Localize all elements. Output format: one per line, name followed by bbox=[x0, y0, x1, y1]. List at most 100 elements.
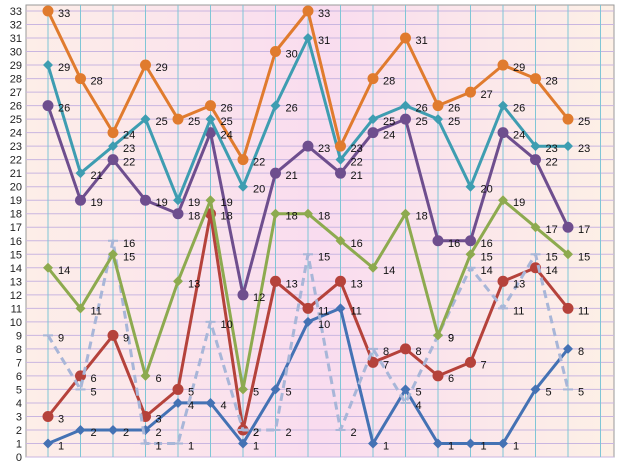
y-tick-label: 9 bbox=[16, 330, 22, 342]
data-point bbox=[530, 141, 541, 152]
data-label: 1 bbox=[513, 440, 519, 452]
data-label: 5 bbox=[286, 386, 292, 398]
data-point bbox=[42, 410, 54, 422]
data-label: 26 bbox=[58, 103, 70, 115]
data-label: 9 bbox=[58, 332, 64, 344]
data-label: 33 bbox=[318, 8, 330, 20]
data-label: 24 bbox=[383, 130, 395, 142]
data-point bbox=[432, 235, 444, 247]
data-label: 17 bbox=[578, 224, 590, 236]
data-label: 5 bbox=[253, 386, 259, 398]
y-tick-label: 20 bbox=[10, 182, 22, 194]
data-label: 16 bbox=[481, 238, 493, 250]
data-point bbox=[238, 384, 248, 395]
data-label: 19 bbox=[91, 197, 103, 209]
y-tick-label: 3 bbox=[16, 411, 22, 423]
data-point bbox=[173, 195, 183, 206]
data-label: 25 bbox=[188, 116, 200, 128]
data-point bbox=[237, 154, 249, 166]
data-point bbox=[465, 356, 476, 368]
data-point bbox=[563, 249, 573, 260]
data-label: 17 bbox=[546, 224, 558, 236]
data-point bbox=[205, 195, 216, 206]
data-label: 13 bbox=[351, 278, 363, 290]
data-label: 30 bbox=[286, 49, 298, 61]
data-label: 26 bbox=[513, 103, 525, 115]
data-point bbox=[237, 289, 249, 301]
y-tick-label: 30 bbox=[10, 47, 22, 59]
data-label: 8 bbox=[578, 346, 584, 358]
y-tick-label: 22 bbox=[10, 155, 22, 167]
data-label: 22 bbox=[351, 157, 363, 169]
y-axis-ticks: 0123456789101112131415161718192021222324… bbox=[10, 6, 22, 464]
data-label: 21 bbox=[286, 170, 298, 182]
data-point bbox=[368, 262, 378, 273]
data-label: 5 bbox=[546, 386, 552, 398]
data-label: 2 bbox=[253, 427, 259, 439]
data-label: 3 bbox=[58, 413, 64, 425]
y-tick-label: 32 bbox=[10, 20, 22, 32]
data-point bbox=[238, 438, 248, 449]
data-point bbox=[270, 46, 281, 58]
series-3 bbox=[42, 100, 574, 301]
data-point bbox=[270, 100, 281, 111]
data-point bbox=[303, 208, 313, 219]
data-label: 29 bbox=[156, 62, 168, 74]
data-label: 24 bbox=[123, 130, 135, 142]
data-point bbox=[172, 113, 184, 125]
data-point bbox=[107, 154, 119, 166]
data-label: 15 bbox=[546, 251, 558, 263]
data-point bbox=[497, 127, 509, 139]
data-label: 16 bbox=[123, 238, 135, 250]
data-label: 2 bbox=[156, 427, 162, 439]
data-point bbox=[368, 438, 378, 449]
data-label: 4 bbox=[221, 400, 227, 412]
data-point bbox=[335, 140, 346, 152]
data-label: 25 bbox=[416, 116, 428, 128]
data-point bbox=[530, 384, 541, 395]
data-label: 26 bbox=[221, 103, 233, 115]
data-label: 33 bbox=[58, 8, 70, 20]
data-point bbox=[43, 262, 53, 273]
data-label: 25 bbox=[448, 116, 460, 128]
data-label: 1 bbox=[448, 440, 454, 452]
data-label: 5 bbox=[578, 386, 584, 398]
y-tick-label: 2 bbox=[16, 425, 22, 437]
data-point bbox=[270, 208, 281, 219]
data-label: 19 bbox=[188, 197, 200, 209]
data-point bbox=[205, 397, 216, 408]
data-label: 25 bbox=[383, 116, 395, 128]
y-tick-label: 0 bbox=[16, 452, 22, 464]
data-label: 21 bbox=[351, 170, 363, 182]
data-label: 2 bbox=[286, 427, 292, 439]
data-label: 11 bbox=[578, 305, 589, 317]
data-label: 18 bbox=[416, 211, 428, 223]
series-7 bbox=[43, 303, 573, 449]
data-point bbox=[400, 113, 411, 125]
data-label: 25 bbox=[156, 116, 168, 128]
data-label: 23 bbox=[578, 143, 590, 155]
data-point bbox=[465, 438, 476, 449]
data-label: 6 bbox=[91, 373, 97, 385]
data-label: 3 bbox=[156, 413, 162, 425]
data-point bbox=[302, 5, 314, 17]
data-point bbox=[335, 167, 346, 179]
y-tick-label: 4 bbox=[16, 398, 22, 410]
data-point bbox=[173, 276, 183, 287]
data-label: 26 bbox=[448, 103, 460, 115]
data-label: 1 bbox=[253, 440, 259, 452]
data-point bbox=[497, 275, 509, 287]
data-label: 18 bbox=[318, 211, 330, 223]
y-tick-label: 26 bbox=[10, 101, 22, 113]
data-label: 28 bbox=[383, 76, 395, 88]
series-lines bbox=[42, 5, 574, 449]
data-point bbox=[205, 114, 216, 125]
data-point bbox=[42, 5, 54, 17]
data-point bbox=[302, 140, 314, 152]
data-label: 21 bbox=[91, 170, 103, 182]
data-label: 15 bbox=[578, 251, 590, 263]
data-label: 23 bbox=[318, 143, 330, 155]
data-label: 23 bbox=[351, 143, 363, 155]
data-label: 4 bbox=[188, 400, 194, 412]
y-tick-label: 31 bbox=[10, 33, 22, 45]
